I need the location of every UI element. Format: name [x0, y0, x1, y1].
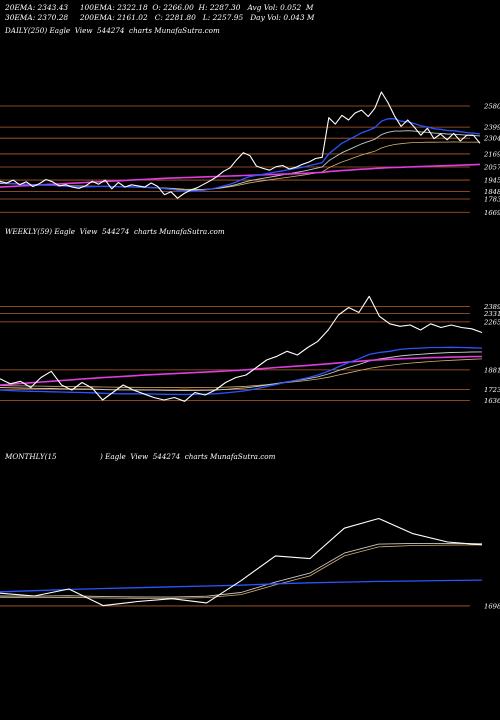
weekly-panel-label: WEEKLY(59) Eagle View 544274 charts Muna… — [5, 227, 225, 236]
daily-tick-label: 2057 — [483, 164, 500, 172]
ema100-readout: 100EMA: 2322.18 — [79, 3, 148, 12]
ema20-readout: 20EMA: 2343.43 — [5, 3, 69, 12]
weekly-ema-fast-line — [0, 346, 483, 396]
weekly-tick-label: 2389 — [483, 303, 500, 311]
daily-tick-label: 2169 — [483, 150, 500, 158]
daily-ema-fast-line — [0, 118, 481, 192]
ema200-readout: 200EMA: 2161.02 — [79, 13, 148, 22]
weekly-tick-label: 1636 — [484, 397, 500, 405]
daily-panel-label: DAILY(250) Eagle View 544274 charts Muna… — [5, 26, 220, 35]
daily-price-line — [0, 91, 481, 199]
day-vol-readout: Day Vol: 0.043 M — [250, 13, 315, 22]
daily-tick-label: 2399 — [483, 124, 500, 132]
monthly-ema-grey-line — [0, 542, 483, 598]
daily-tick-label: 2304 — [483, 135, 500, 143]
monthly-price-line — [0, 517, 483, 607]
weekly-tick-label: 2331 — [483, 310, 500, 318]
high-readout: H: 2287.30 — [198, 3, 241, 12]
weekly-ema-gold-line — [0, 358, 483, 389]
weekly-price-line — [0, 295, 483, 402]
daily-tick-label: 1669 — [484, 209, 500, 217]
monthly-panel-label: MONTHLY(15 ) Eagle View 544274 charts Mu… — [5, 452, 276, 461]
daily-tick-label: 2580 — [483, 103, 500, 111]
weekly-tick-label: 1881 — [484, 366, 500, 374]
weekly-tick-label: 1723 — [484, 386, 500, 394]
daily-tick-label: 1848 — [484, 188, 500, 196]
weekly-tick-label: 2265 — [483, 318, 500, 326]
daily-ema-slow-line — [0, 163, 481, 188]
daily-ema-gold-line — [0, 141, 481, 190]
weekly-ema-grey-line — [0, 351, 483, 391]
daily-tick-label: 1945 — [484, 177, 500, 185]
avg-vol-readout: Avg Vol: 0.052 M — [247, 3, 314, 12]
low-readout: L: 2257.95 — [202, 13, 244, 22]
monthly-ema-gold-line — [0, 544, 483, 599]
close-readout: C: 2281.80 — [154, 13, 196, 22]
header-line-1: 20EMA: 2343.43 100EMA: 2322.18 O: 2266.0… — [5, 3, 314, 12]
header-line-2: 30EMA: 2370.28 200EMA: 2161.02 C: 2281.8… — [5, 13, 314, 22]
weekly-ema-slow-line — [0, 355, 483, 386]
daily-ema-grey-line — [0, 130, 481, 191]
monthly-ema-fast-line — [0, 579, 483, 593]
daily-tick-label: 1783 — [484, 195, 500, 203]
open-readout: O: 2266.00 — [152, 3, 194, 12]
monthly-tick-label: 1698 — [484, 602, 500, 610]
ema30-readout: 30EMA: 2370.28 — [5, 13, 69, 22]
